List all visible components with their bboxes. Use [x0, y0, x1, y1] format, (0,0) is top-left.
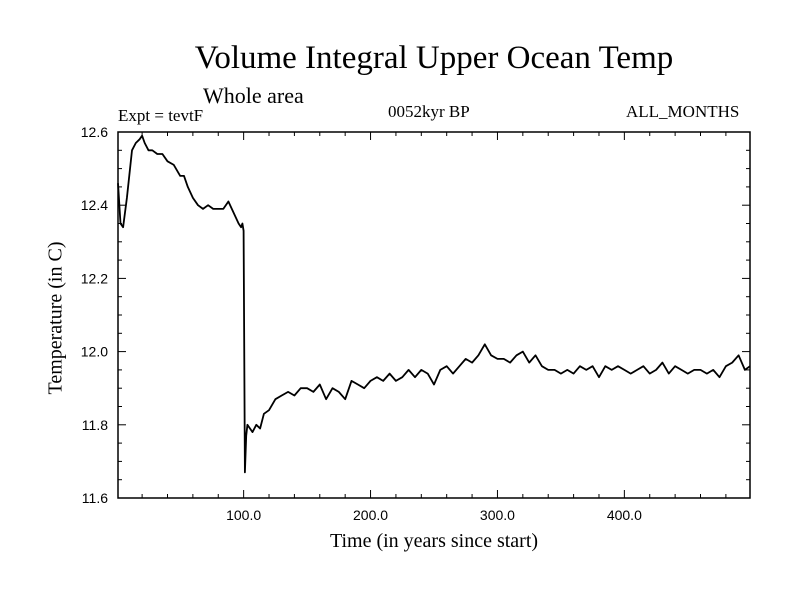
y-tick-label: 12.2	[81, 270, 108, 286]
months-label: ALL_MONTHS	[626, 102, 740, 121]
period-label: 0052kyr BP	[388, 102, 470, 121]
y-tick-label: 12.6	[81, 124, 108, 140]
x-tick-label: 200.0	[353, 507, 388, 523]
x-tick-label: 300.0	[480, 507, 515, 523]
axis-ticks: 100.0 200.0 300.0 400.0 11.6 11.8 12.0 12.2 12.4…	[81, 124, 750, 523]
series-line-0	[117, 134, 751, 474]
x-tick-label: 100.0	[226, 507, 261, 523]
y-tick-label: 12.4	[81, 197, 108, 213]
chart-title: Volume Integral Upper Ocean Temp	[194, 40, 674, 76]
chart-subtitle: Whole area	[203, 83, 304, 108]
y-tick-label: 12.0	[81, 344, 108, 360]
y-tick-label: 11.8	[82, 417, 108, 433]
x-tick-label: 400.0	[607, 507, 642, 523]
y-tick-label: 11.6	[82, 490, 108, 506]
series-group	[117, 134, 751, 474]
x-axis-label: Time (in years since start)	[329, 530, 539, 552]
experiment-label: Expt = tevtF	[118, 106, 204, 125]
plot-frame	[117, 131, 751, 499]
